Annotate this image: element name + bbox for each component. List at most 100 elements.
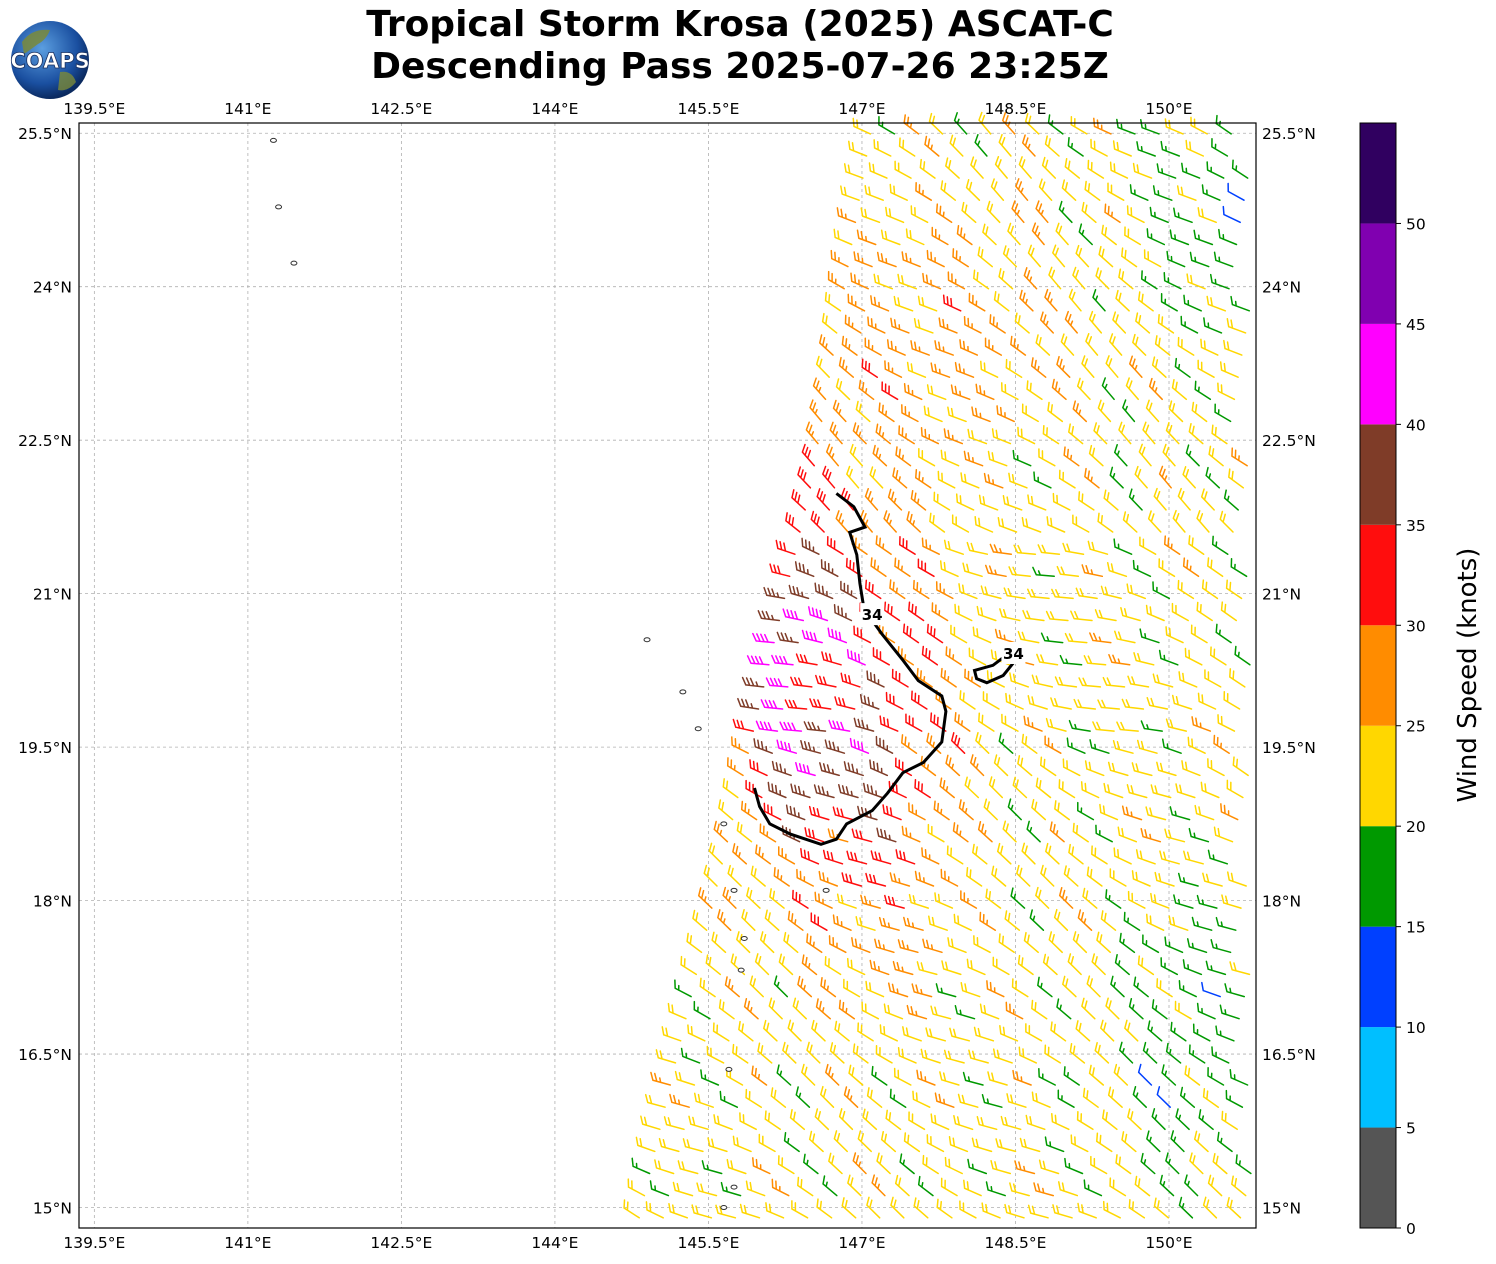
barb-stroke <box>1126 583 1147 600</box>
wind-barb <box>1137 955 1155 976</box>
barb-stroke <box>795 761 816 777</box>
barb-stroke <box>1012 1069 1032 1086</box>
wind-barb <box>1031 999 1048 1020</box>
wind-barb <box>945 754 961 777</box>
y-tick-label-left: 15°N <box>33 1200 72 1218</box>
wind-barb <box>1017 755 1033 777</box>
wind-barb <box>971 1137 993 1153</box>
wind-barb <box>939 777 955 799</box>
barb-stroke <box>1119 932 1136 954</box>
barb-stroke <box>1196 510 1210 533</box>
wind-barb <box>847 293 866 312</box>
wind-barb <box>1187 736 1206 754</box>
barb-stroke <box>732 718 755 732</box>
barb-stroke <box>1215 1025 1235 1042</box>
barb-stroke <box>1138 443 1152 467</box>
barb-stroke <box>1168 400 1184 423</box>
wind-barb <box>713 820 729 843</box>
barb-stroke <box>846 648 866 666</box>
wind-barb <box>920 755 937 777</box>
wind-barb <box>1140 1152 1156 1175</box>
barb-stroke <box>1135 849 1156 865</box>
barb-stroke <box>917 558 935 578</box>
barb-stroke <box>875 423 891 445</box>
barb-stroke <box>1184 1065 1201 1086</box>
wind-barb <box>669 1093 690 1108</box>
barb-stroke <box>1160 292 1178 312</box>
x-tick-label-top: 139.5°E <box>63 100 125 118</box>
wind-barb <box>769 563 791 578</box>
barb-stroke <box>880 1130 897 1153</box>
barb-stroke <box>851 937 871 954</box>
wind-barb <box>864 184 884 201</box>
barb-stroke <box>1050 697 1072 710</box>
wind-barb <box>818 870 839 887</box>
barb-stroke <box>962 1071 984 1086</box>
barb-stroke <box>1214 403 1232 423</box>
wind-barb <box>836 207 857 224</box>
barb-stroke <box>832 399 847 423</box>
barb-stroke <box>869 466 884 489</box>
barb-stroke <box>908 893 930 909</box>
barb-stroke <box>804 827 825 843</box>
colorbar-segment <box>1360 424 1396 525</box>
wind-barb <box>778 953 794 976</box>
wind-barb <box>894 160 912 179</box>
barb-stroke <box>703 864 718 887</box>
barb-stroke <box>953 1115 974 1131</box>
barb-stroke <box>1197 207 1217 224</box>
wind-barb <box>771 1178 790 1197</box>
barb-stroke <box>1002 245 1018 268</box>
wind-barb <box>736 931 751 954</box>
wind-barb <box>912 1090 931 1108</box>
barb-stroke <box>916 961 938 976</box>
barb-stroke <box>677 1160 699 1175</box>
wind-barb <box>687 1024 706 1042</box>
wind-barb <box>913 318 934 334</box>
wind-barb <box>1205 960 1227 976</box>
wind-barb <box>754 953 770 976</box>
barb-stroke <box>1093 422 1108 445</box>
barb-stroke <box>917 295 938 312</box>
wind-barb <box>1007 222 1021 246</box>
barb-stroke <box>1101 224 1117 246</box>
wind-barb <box>738 1020 754 1042</box>
wind-barb <box>1202 872 1223 887</box>
barb-stroke <box>743 998 759 1020</box>
wind-barb <box>1132 559 1152 578</box>
wind-barb <box>861 1001 880 1020</box>
barb-stroke <box>928 915 948 931</box>
wind-barb <box>1106 561 1128 578</box>
barb-stroke <box>782 1041 797 1064</box>
barb-stroke <box>1083 655 1107 666</box>
wind-barb <box>928 112 944 135</box>
wind-barb <box>1179 1086 1196 1108</box>
wind-barb <box>822 465 836 489</box>
barb-stroke <box>883 1003 904 1020</box>
wind-barb <box>946 845 964 865</box>
wind-barb <box>825 1063 840 1086</box>
wind-barb <box>844 314 862 334</box>
barb-stroke <box>1217 382 1236 401</box>
wind-barb <box>1068 719 1091 732</box>
barb-stroke <box>696 1182 718 1197</box>
wind-barb <box>903 916 924 931</box>
barb-stroke <box>922 272 942 290</box>
wind-barb <box>1042 424 1060 445</box>
wind-barb <box>1049 821 1065 843</box>
barb-stroke <box>942 294 962 312</box>
wind-barb <box>943 539 964 555</box>
barb-stroke <box>1063 446 1080 467</box>
barb-stroke <box>1113 444 1128 467</box>
barb-stroke <box>791 1200 809 1219</box>
barb-stroke <box>1207 758 1225 777</box>
colorbar-segment <box>1360 826 1396 927</box>
barb-stroke <box>794 561 815 578</box>
barb-stroke <box>958 583 978 600</box>
wind-barb <box>846 648 866 666</box>
barb-stroke <box>674 1070 696 1086</box>
wind-barb <box>931 226 949 246</box>
wind-barb <box>1105 355 1119 378</box>
wind-barb <box>1200 488 1215 511</box>
barb-stroke <box>1007 798 1022 821</box>
